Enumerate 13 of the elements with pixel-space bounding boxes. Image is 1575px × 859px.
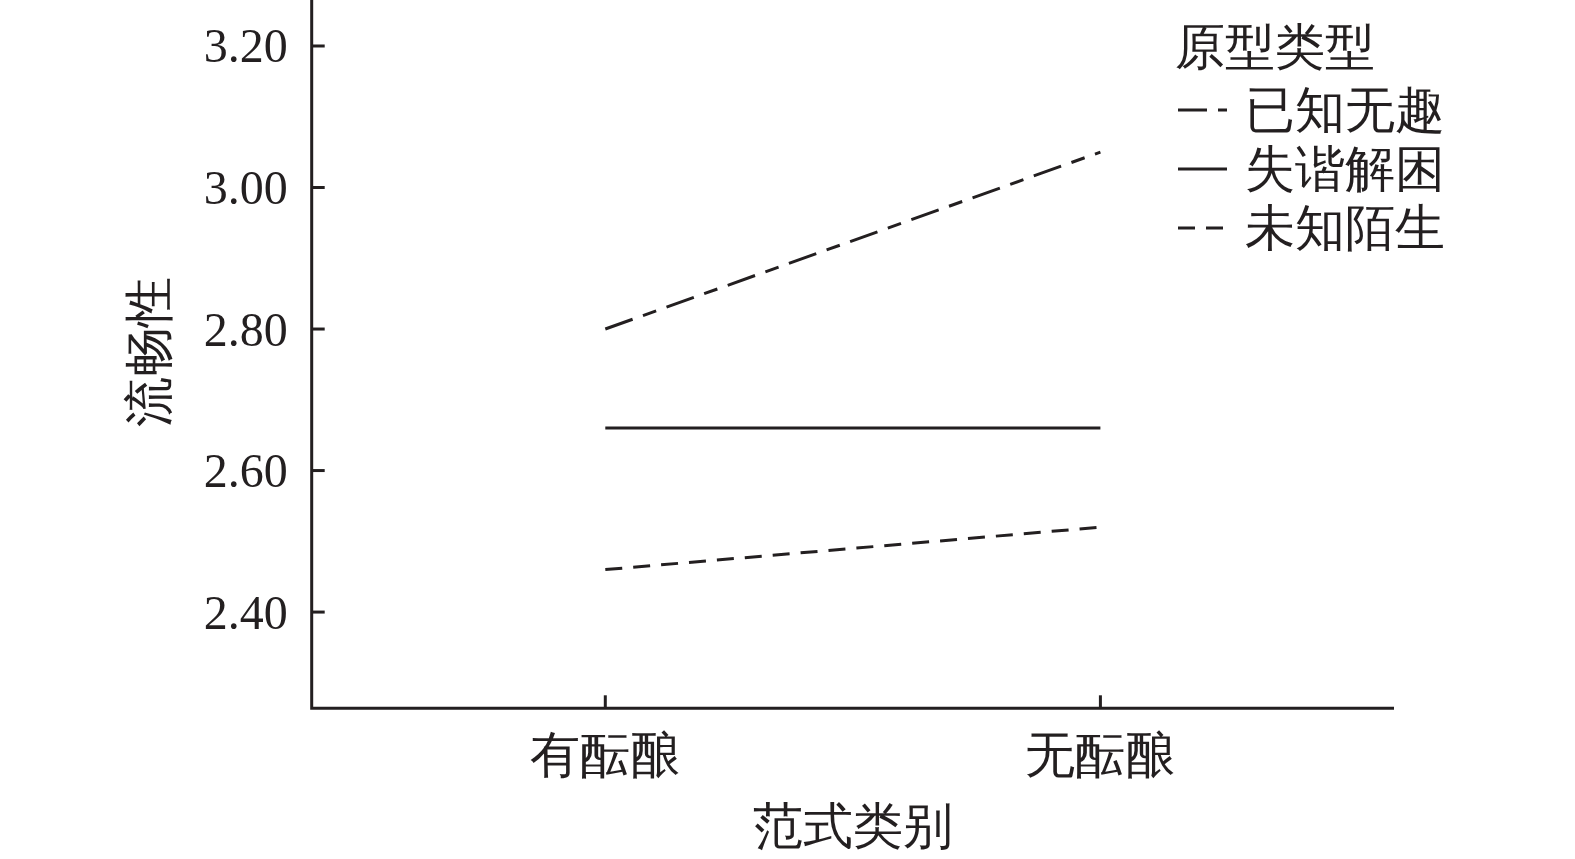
- y-tick-label: 2.60: [203, 444, 288, 498]
- x-axis-title: 范式类别: [752, 798, 953, 854]
- y-tick-label: 3.00: [203, 161, 288, 215]
- y-tick-label: 2.40: [203, 585, 288, 639]
- y-axis-title: 流畅性: [121, 277, 177, 427]
- legend-label: 未知陌生: [1245, 200, 1445, 256]
- x-tick-label: 有酝酿: [530, 727, 681, 783]
- x-tick-label: 无酝酿: [1025, 727, 1176, 783]
- legend-label: 失谐解困: [1245, 141, 1445, 197]
- legend-label: 已知无趣: [1245, 82, 1445, 138]
- y-tick-label: 3.20: [203, 19, 288, 73]
- legend-title: 原型类型: [1175, 19, 1375, 75]
- y-tick-label: 2.80: [203, 302, 288, 356]
